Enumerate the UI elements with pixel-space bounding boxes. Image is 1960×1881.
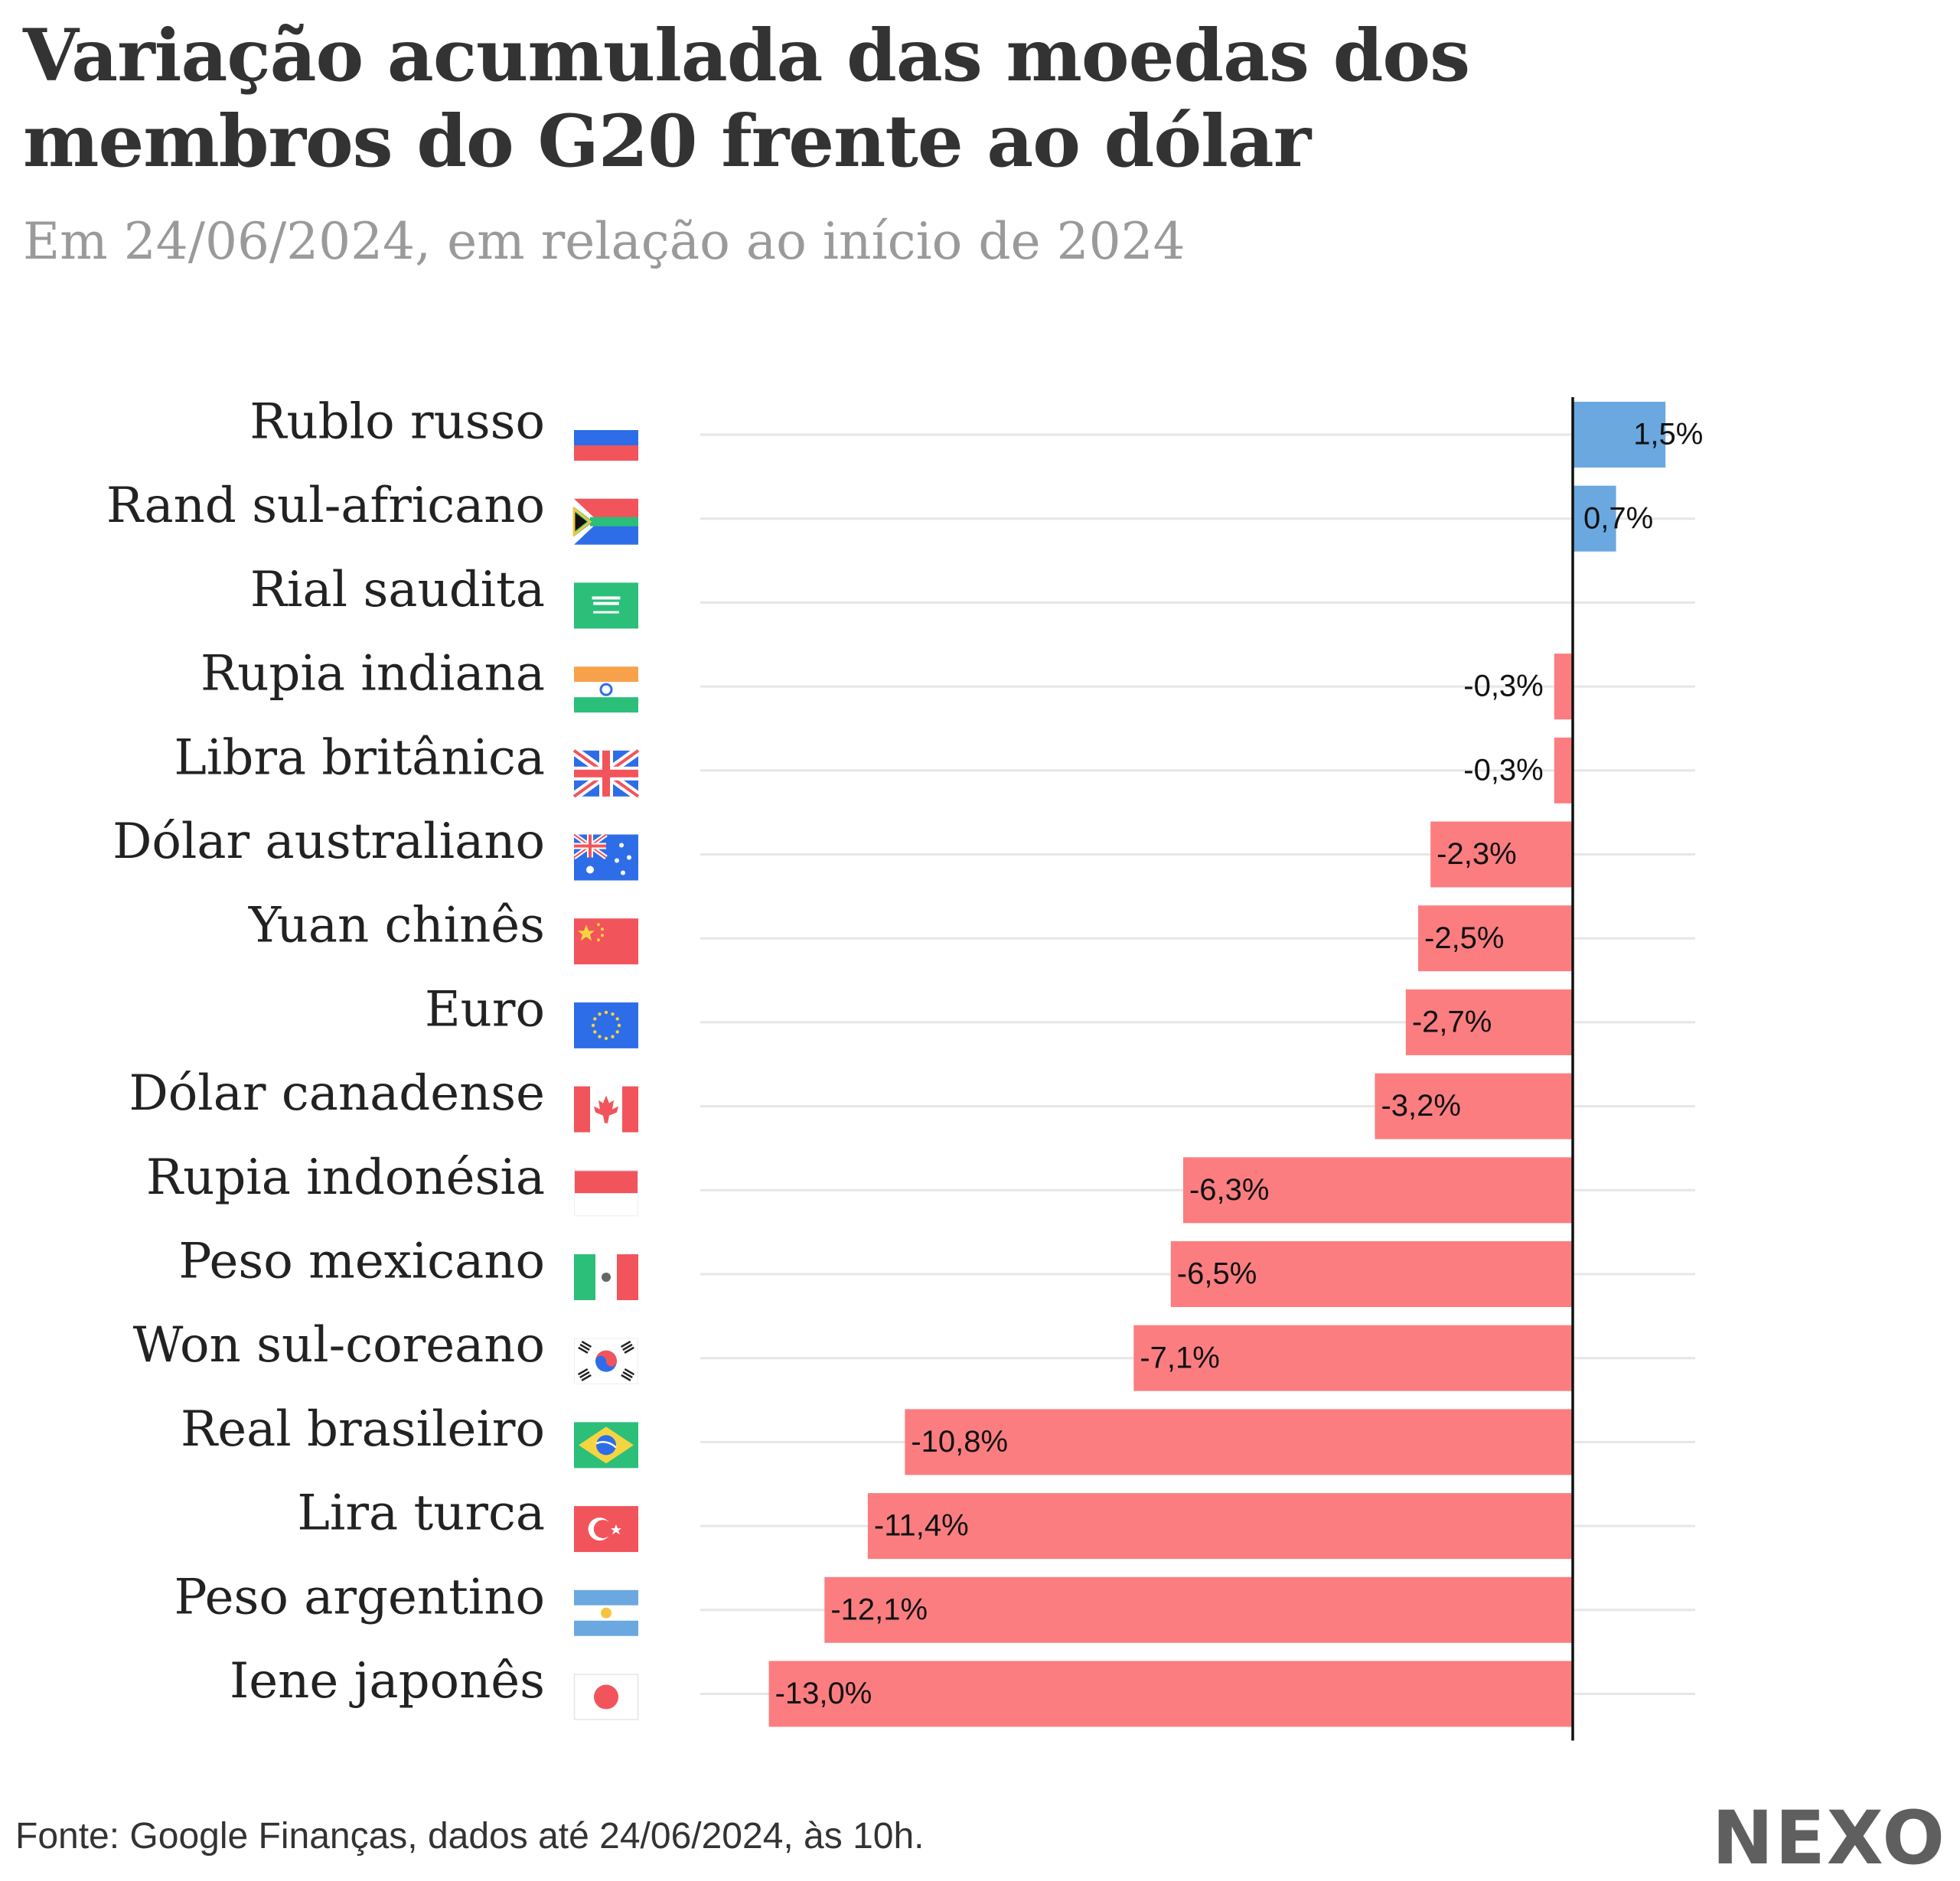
saudi-arabia-flag-icon: [574, 582, 638, 629]
data-label: -2,7%: [1412, 1005, 1492, 1038]
india-flag-icon: [574, 667, 638, 713]
category-label: Dólar australiano: [113, 813, 545, 870]
mexico-flag-icon: [574, 1254, 638, 1300]
category-label: Rand sul-africano: [106, 478, 545, 534]
bar: [1170, 1241, 1573, 1307]
category-label: Rupia indiana: [201, 646, 545, 703]
bar: [867, 1493, 1573, 1560]
chart-title: Variação acumulada das moedas dos membro…: [23, 14, 1470, 184]
data-label: -3,2%: [1381, 1089, 1461, 1123]
chart-subtitle: Em 24/06/2024, em relação ao início de 2…: [23, 212, 1185, 271]
data-label: 1,5%: [1633, 418, 1703, 452]
category-label: Peso argentino: [174, 1569, 545, 1625]
canada-flag-icon: [574, 1086, 638, 1133]
category-label: Lira turca: [297, 1485, 545, 1542]
category-label: Dólar canadense: [129, 1065, 545, 1122]
data-label: -0,3%: [1463, 753, 1544, 787]
category-label: Rial saudita: [250, 562, 545, 618]
data-label: -6,5%: [1177, 1257, 1257, 1291]
data-label: -10,8%: [911, 1425, 1008, 1459]
south-korea-flag-icon: [574, 1338, 638, 1384]
data-label: -11,4%: [874, 1509, 969, 1543]
bar: [1375, 1073, 1573, 1139]
eu-flag-icon: [574, 1002, 638, 1048]
australia-flag-icon: [572, 833, 638, 881]
bar: [1573, 402, 1666, 468]
bar: [905, 1409, 1573, 1475]
bar: [1418, 905, 1573, 972]
nexo-logo: NEXO: [1711, 1795, 1946, 1881]
data-label: 0,7%: [1583, 501, 1653, 535]
category-label: Peso mexicano: [178, 1234, 545, 1290]
data-label: -0,3%: [1463, 670, 1544, 703]
category-label: Libra britânica: [174, 729, 545, 786]
data-label: -7,1%: [1140, 1341, 1220, 1374]
category-label: Rublo russo: [249, 394, 545, 451]
bar: [1133, 1325, 1573, 1391]
data-label: -12,1%: [830, 1592, 928, 1626]
brazil-flag-icon: [574, 1422, 638, 1469]
japan-flag-icon: [573, 1674, 639, 1720]
category-label: Iene japonês: [230, 1653, 545, 1710]
argentina-flag-icon: [574, 1589, 638, 1636]
south-africa-flag-icon: [572, 498, 638, 545]
bar: [1182, 1157, 1573, 1224]
bar: [1554, 737, 1573, 804]
uk-flag-icon: [571, 746, 641, 800]
category-label: Real brasileiro: [181, 1401, 545, 1458]
data-label: -2,3%: [1437, 837, 1517, 871]
category-label: Yuan chinês: [248, 898, 545, 954]
bar: [768, 1661, 1573, 1727]
source-note: Fonte: Google Finanças, dados até 24/06/…: [15, 1816, 925, 1857]
category-label: Euro: [425, 981, 545, 1038]
bar: [1430, 821, 1573, 888]
bar: [1573, 485, 1616, 552]
indonesia-flag-icon: [574, 1170, 638, 1217]
turkey-flag-icon: [574, 1506, 638, 1553]
data-label: -13,0%: [775, 1677, 872, 1710]
category-label: Won sul-coreano: [133, 1317, 545, 1374]
data-label: -2,5%: [1424, 921, 1505, 955]
category-label: Rupia indonésia: [146, 1149, 545, 1206]
bar: [824, 1576, 1573, 1643]
data-label: -6,3%: [1189, 1173, 1270, 1207]
russia-flag-icon: [574, 415, 638, 461]
bar: [1405, 989, 1573, 1055]
china-flag-icon: [574, 918, 638, 965]
bar: [1554, 654, 1573, 720]
